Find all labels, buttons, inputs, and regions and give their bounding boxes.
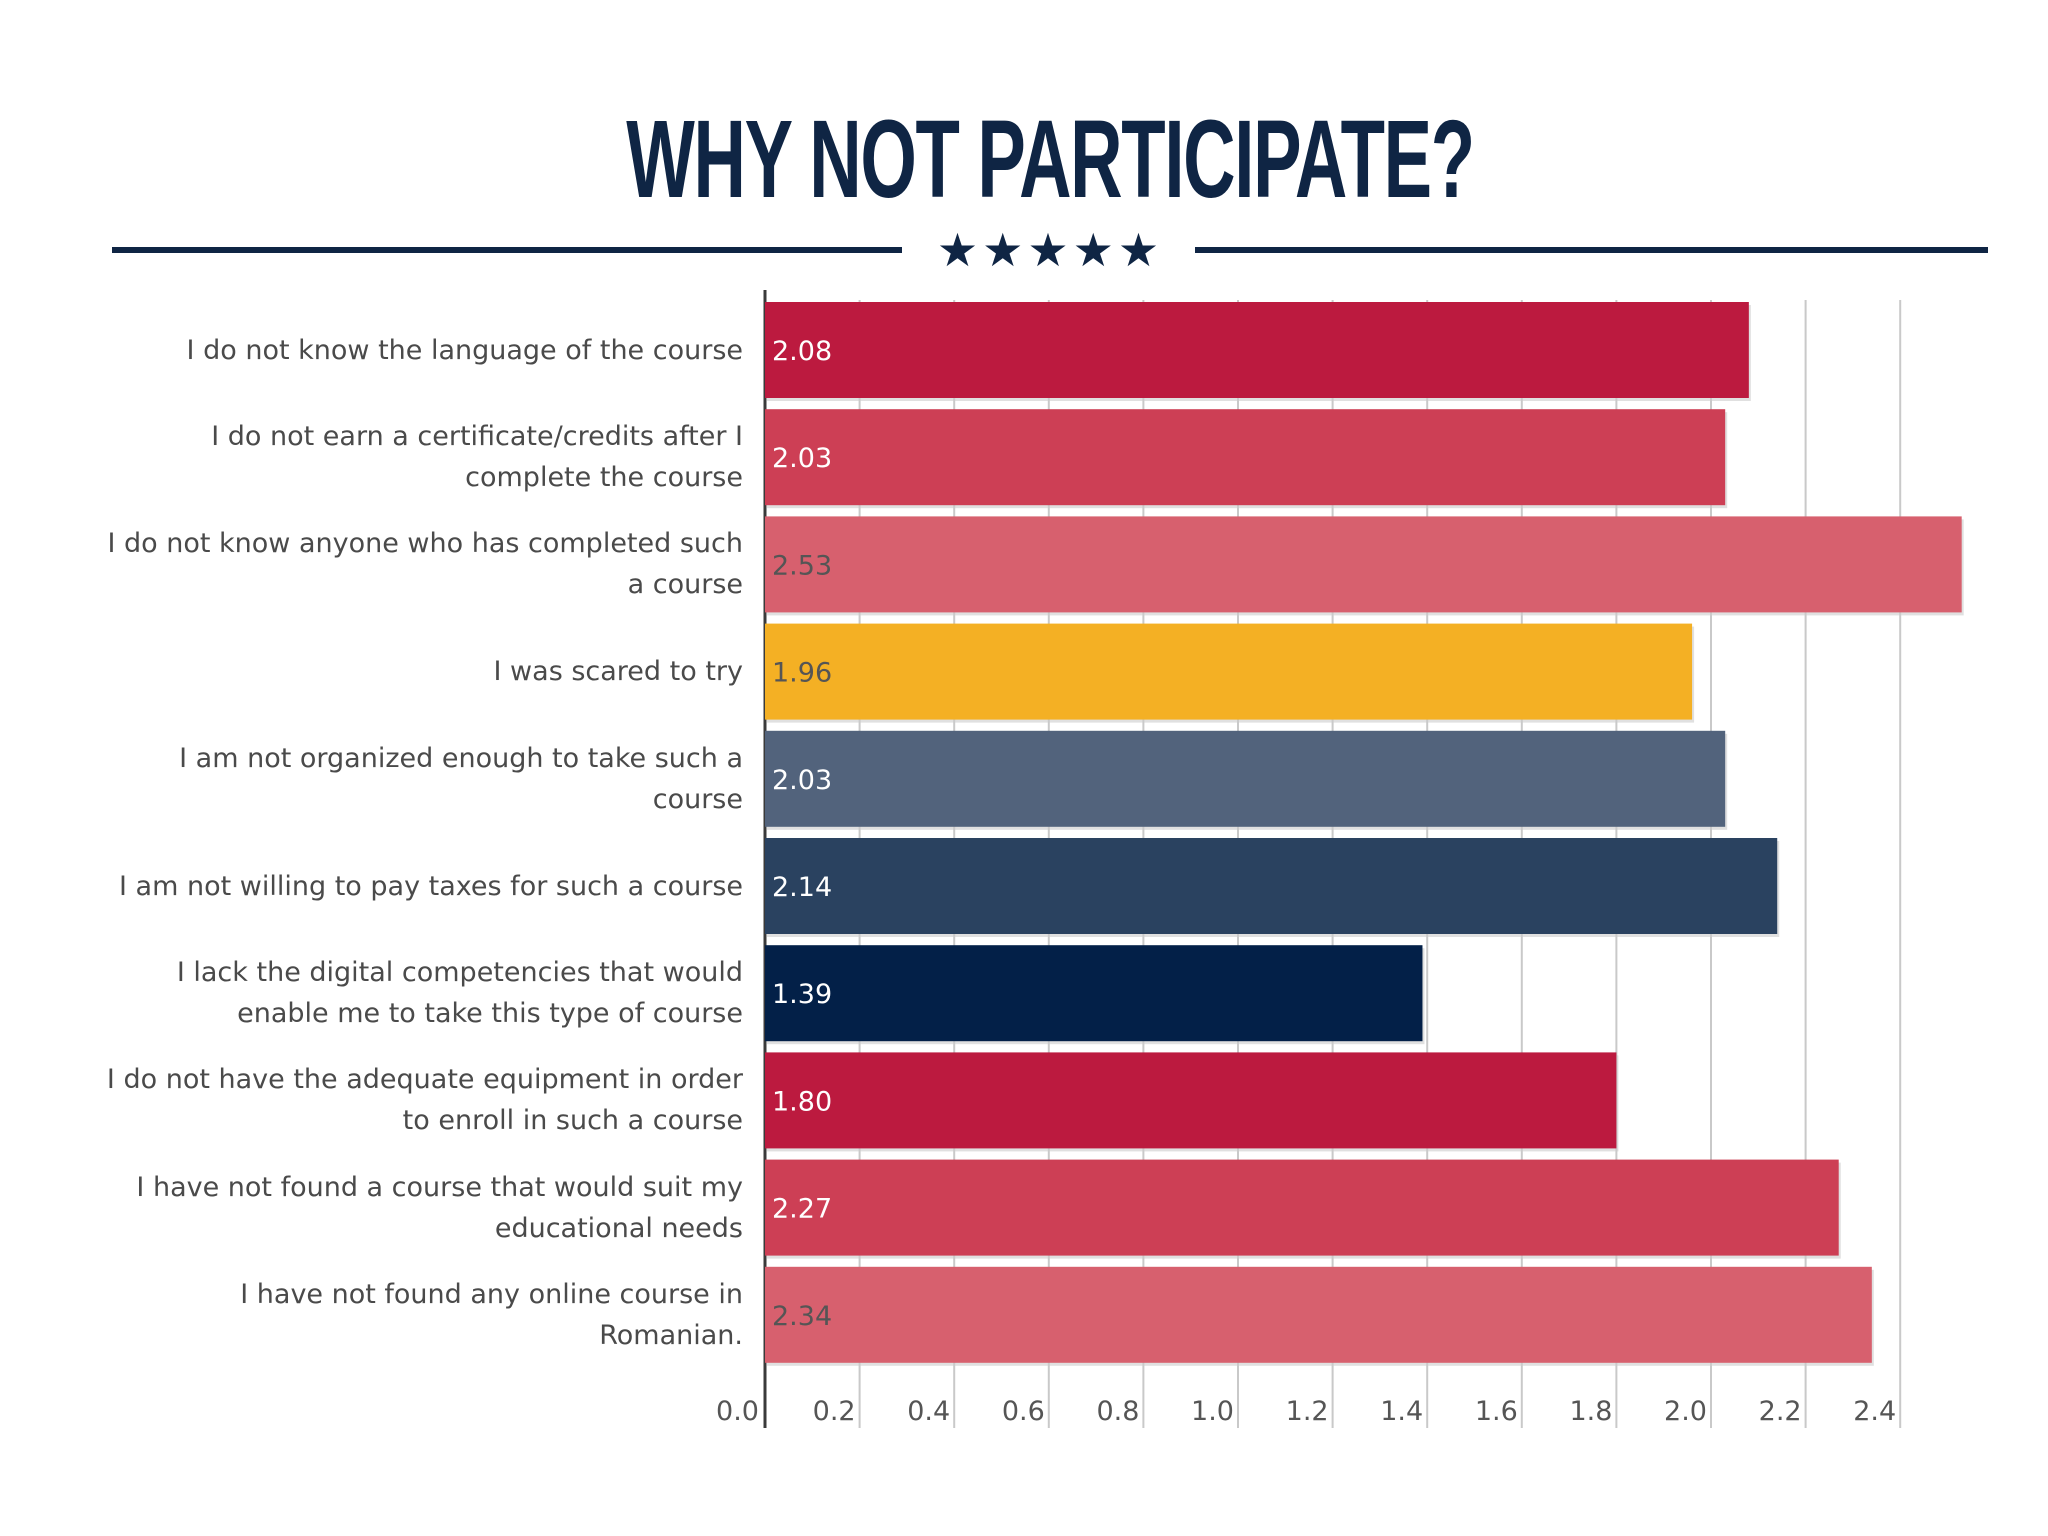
bar xyxy=(765,623,1693,720)
category-label: I do not have the adequate equipment in … xyxy=(106,1064,743,1137)
x-tick-label: 0.6 xyxy=(1002,1396,1045,1427)
bar xyxy=(765,302,1749,398)
bar-value-label: 2.34 xyxy=(772,1301,832,1332)
stars-ornament: ★★★★★ xyxy=(936,223,1164,277)
category-label: I have not found any online course in Ro… xyxy=(240,1278,743,1351)
bar xyxy=(765,838,1778,934)
x-tick-label: 0.4 xyxy=(907,1396,950,1427)
x-tick-label: 1.4 xyxy=(1380,1396,1423,1427)
bar xyxy=(765,730,1726,827)
chart-title: WHY NOT PARTICIPATE? xyxy=(626,98,1475,221)
category-label: I have not found a course that would sui… xyxy=(136,1171,743,1244)
x-tick-label: 2.4 xyxy=(1853,1396,1896,1427)
x-tick-label: 0.0 xyxy=(716,1396,759,1427)
x-tick-label: 0.8 xyxy=(1096,1396,1139,1427)
bar xyxy=(765,1159,1839,1256)
bar-value-label: 2.53 xyxy=(772,550,832,581)
bar-value-label: 2.03 xyxy=(772,443,832,474)
title-rule-right xyxy=(1195,247,1988,253)
bar-value-label: 1.39 xyxy=(772,979,832,1010)
bar-value-label: 2.14 xyxy=(772,872,832,903)
bar-value-label: 2.03 xyxy=(772,765,832,796)
bar-value-label: 2.08 xyxy=(772,336,832,367)
x-tick-label: 2.0 xyxy=(1664,1396,1707,1427)
bar xyxy=(765,516,1962,613)
bar xyxy=(765,1052,1617,1149)
category-label: I lack the digital competencies that wou… xyxy=(176,957,743,1030)
x-tick-label: 0.2 xyxy=(813,1396,856,1427)
x-tick-label: 1.0 xyxy=(1191,1396,1234,1427)
category-label: I do not know the language of the course xyxy=(186,334,743,366)
bar-value-label: 1.80 xyxy=(772,1086,832,1117)
title-rule-left xyxy=(112,247,902,253)
bar-value-label: 1.96 xyxy=(772,658,832,689)
category-label: I do not earn a certificate/credits afte… xyxy=(211,421,743,494)
bar xyxy=(765,1266,1872,1363)
category-label: I do not know anyone who has completed s… xyxy=(107,528,743,601)
category-label: I am not organized enough to take such a… xyxy=(179,742,743,815)
x-tick-label: 2.2 xyxy=(1759,1396,1802,1427)
bar xyxy=(765,945,1423,1042)
x-tick-label: 1.8 xyxy=(1569,1396,1612,1427)
x-tick-label: 1.6 xyxy=(1475,1396,1518,1427)
category-label: I am not willing to pay taxes for such a… xyxy=(119,870,743,902)
bar xyxy=(765,409,1726,506)
x-tick-label: 1.2 xyxy=(1286,1396,1329,1427)
bar-value-label: 2.27 xyxy=(772,1194,832,1225)
category-label: I was scared to try xyxy=(493,656,743,688)
